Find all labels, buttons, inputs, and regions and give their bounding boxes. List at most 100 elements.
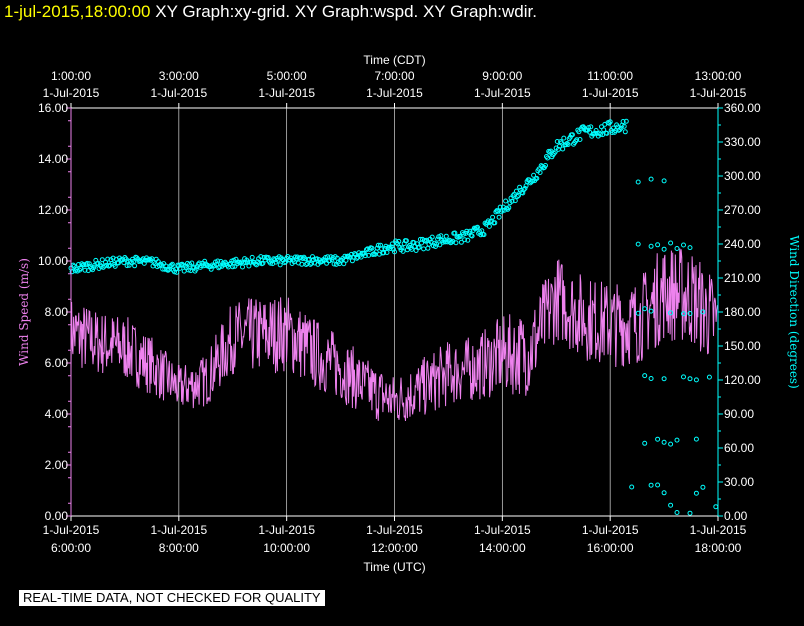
right-tick-label: 210.00: [724, 271, 761, 285]
wdir-point: [249, 254, 255, 260]
wdir-point: [655, 242, 661, 248]
wdir-point: [545, 155, 551, 161]
wdir-point: [194, 264, 200, 270]
wdir-point: [189, 260, 195, 266]
wdir-point: [392, 249, 397, 255]
right-tick-label: 330.00: [724, 135, 761, 149]
right-tick-label: 0.00: [724, 509, 748, 523]
bottom-tick-date: 1-Jul-2015: [258, 523, 315, 537]
top-tick-time: 1:00:00: [51, 69, 91, 83]
wdir-point: [438, 233, 444, 239]
wdir-point: [504, 205, 510, 211]
wdir-point: [199, 263, 204, 269]
wdir-point: [462, 237, 468, 243]
wdir-point: [263, 254, 269, 260]
wdir-point: [434, 241, 440, 247]
wdir-point: [674, 246, 680, 251]
wdir-point: [560, 146, 566, 152]
wdir-point: [354, 255, 360, 261]
wdir-point: [217, 264, 223, 270]
wdir-point: [461, 231, 466, 237]
right-tick-label: 360.00: [724, 101, 761, 115]
wdir-point: [457, 234, 463, 239]
wdir-point: [604, 130, 610, 136]
wdir-point: [537, 170, 543, 175]
wdir-point: [661, 178, 667, 184]
wdir-point: [681, 242, 686, 248]
wdir-point: [565, 142, 571, 147]
wdir-point: [379, 246, 385, 252]
wdir-point: [248, 259, 254, 265]
wdir-point: [563, 142, 569, 148]
wdir-point: [492, 220, 498, 226]
wdir-point: [661, 246, 667, 252]
chart-title: 1-jul-2015,18:00:00 XY Graph:xy-grid. XY…: [4, 2, 537, 22]
bottom-tick-time: 8:00:00: [159, 541, 199, 555]
wdir-point: [230, 264, 236, 270]
wdir-point: [271, 256, 277, 262]
top-tick-time: 5:00:00: [267, 69, 307, 83]
wdir-point: [561, 135, 567, 141]
wdir-point: [564, 141, 570, 146]
wdir-point: [586, 125, 592, 131]
wdir-point: [400, 248, 406, 254]
wdir-point: [181, 268, 187, 274]
right-tick-label: 180.00: [724, 305, 761, 319]
wdir-point: [713, 504, 719, 510]
wdir-point: [495, 208, 501, 214]
bottom-tick-time: 12:00:00: [371, 541, 418, 555]
wdir-point: [139, 257, 145, 263]
right-tick-label: 30.00: [724, 475, 754, 489]
wdir-point: [506, 205, 512, 211]
wdir-point: [668, 240, 674, 246]
wdir-point: [499, 207, 505, 213]
wdir-point: [442, 239, 448, 245]
left-tick-label: 10.00: [38, 254, 68, 268]
wdir-point: [523, 183, 529, 189]
wdir-point: [687, 245, 693, 251]
left-tick-label: 6.00: [45, 356, 69, 370]
top-tick-date: 1-Jul-2015: [366, 86, 423, 100]
wdir-point: [635, 241, 641, 247]
top-tick-time: 11:00:00: [587, 69, 633, 83]
wdir-point: [433, 244, 438, 249]
axes: [66, 103, 723, 521]
wdir-point: [648, 482, 654, 488]
bottom-tick-date: 1-Jul-2015: [690, 523, 747, 537]
bottom-tick-date: 1-Jul-2015: [43, 523, 100, 537]
top-tick-time: 3:00:00: [159, 69, 199, 83]
wdir-point: [706, 374, 712, 380]
wdir-point: [168, 262, 174, 268]
wdir-point: [165, 267, 171, 273]
wdir-point: [347, 254, 353, 260]
wdir-point: [425, 245, 431, 251]
left-tick-label: 2.00: [45, 458, 69, 472]
bottom-tick-time: 10:00:00: [263, 541, 310, 555]
top-axis-label: Time (CDT): [363, 53, 425, 67]
wdir-point: [132, 263, 138, 269]
wdir-point: [569, 132, 575, 138]
wdir-point: [395, 241, 401, 247]
wdir-point: [390, 246, 396, 252]
wdir-point: [521, 187, 527, 193]
wdir-point: [648, 243, 654, 249]
wdir-point: [588, 124, 594, 130]
left-tick-label: 14.00: [38, 152, 68, 166]
wdir-point: [577, 137, 583, 142]
wdir-point: [486, 223, 492, 229]
wdir-point: [240, 264, 245, 270]
wdir-point: [307, 261, 313, 267]
bottom-tick-date: 1-Jul-2015: [150, 523, 207, 537]
wspd-series: [70, 248, 718, 422]
top-tick-date: 1-Jul-2015: [258, 86, 315, 100]
wdir-point: [674, 510, 680, 515]
wdir-point: [513, 188, 519, 194]
wdir-point: [700, 309, 706, 315]
wdir-point: [700, 484, 706, 490]
grid-lines: [178, 108, 611, 516]
wdir-point: [309, 260, 314, 266]
top-tick-date: 1-Jul-2015: [582, 86, 639, 100]
wdir-point: [668, 310, 674, 316]
right-axis-label: Wind Direction (degrees): [787, 235, 801, 389]
bottom-tick-date: 1-Jul-2015: [582, 523, 639, 537]
